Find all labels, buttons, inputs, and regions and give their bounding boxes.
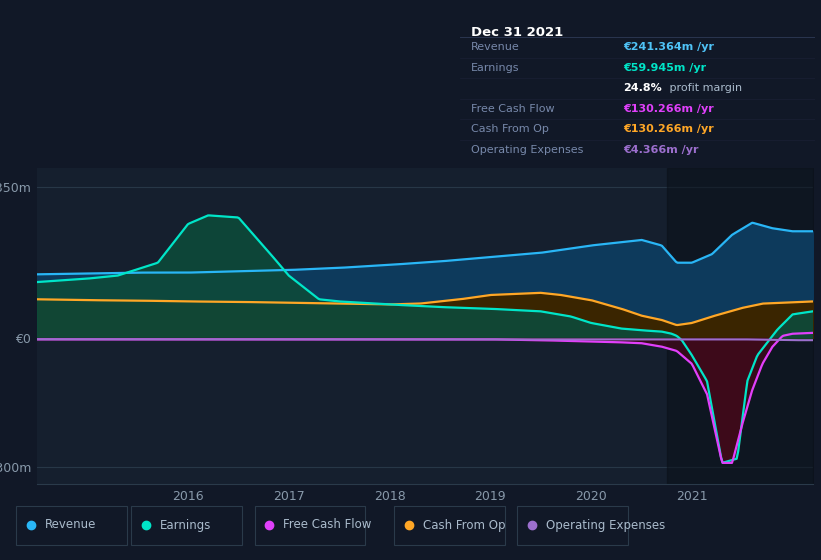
Text: 24.8%: 24.8% bbox=[623, 83, 662, 94]
Text: Cash From Op: Cash From Op bbox=[470, 124, 548, 134]
Text: Dec 31 2021: Dec 31 2021 bbox=[470, 26, 563, 39]
Text: €59.945m /yr: €59.945m /yr bbox=[623, 63, 706, 73]
Text: €130.266m /yr: €130.266m /yr bbox=[623, 124, 714, 134]
Text: Earnings: Earnings bbox=[160, 519, 212, 531]
Text: Operating Expenses: Operating Expenses bbox=[546, 519, 665, 531]
Text: Earnings: Earnings bbox=[470, 63, 519, 73]
Text: Free Cash Flow: Free Cash Flow bbox=[470, 104, 554, 114]
Text: Revenue: Revenue bbox=[45, 519, 97, 531]
Text: Operating Expenses: Operating Expenses bbox=[470, 144, 583, 155]
Text: €4.366m /yr: €4.366m /yr bbox=[623, 144, 699, 155]
Text: Free Cash Flow: Free Cash Flow bbox=[283, 519, 372, 531]
Text: Cash From Op: Cash From Op bbox=[423, 519, 505, 531]
Text: €130.266m /yr: €130.266m /yr bbox=[623, 104, 714, 114]
Text: Revenue: Revenue bbox=[470, 42, 520, 52]
Text: profit margin: profit margin bbox=[666, 83, 742, 94]
Text: €241.364m /yr: €241.364m /yr bbox=[623, 42, 714, 52]
